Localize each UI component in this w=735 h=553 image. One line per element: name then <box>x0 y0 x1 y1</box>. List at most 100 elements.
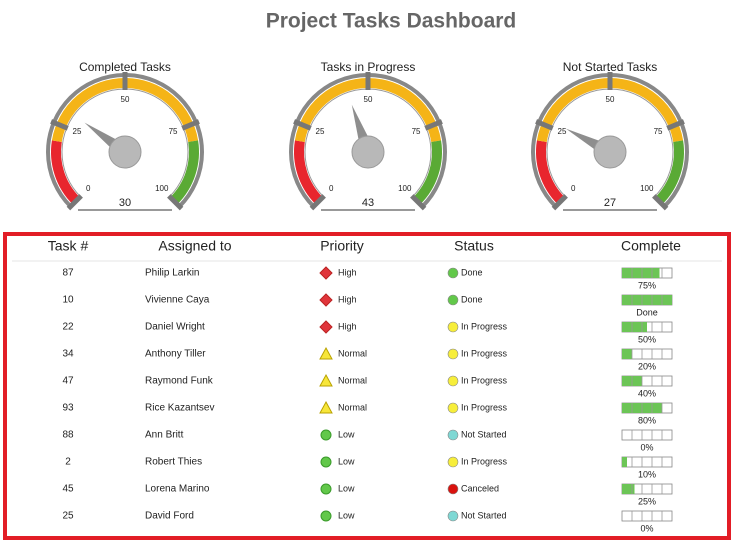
priority-icon <box>319 346 333 360</box>
status-icon <box>447 321 459 333</box>
column-header: Task # <box>48 238 89 254</box>
progress-track <box>621 429 673 441</box>
gauge-label: Tasks in Progress <box>321 60 416 74</box>
status: Not Started <box>461 429 507 439</box>
gauge-tick-label: 100 <box>155 184 169 193</box>
assignee: Philip Larkin <box>145 268 199 279</box>
gauge-tick-label: 0 <box>571 184 576 193</box>
gauge-tick <box>410 194 427 211</box>
gauge-tick-label: 100 <box>398 184 412 193</box>
priority: Low <box>338 510 355 520</box>
complete-label: 0% <box>640 442 653 452</box>
gauge-band <box>536 140 565 205</box>
status-icon <box>447 267 459 279</box>
task-number: 2 <box>65 457 71 468</box>
priority: Normal <box>338 375 367 385</box>
gauge-band <box>655 140 684 205</box>
gauge-tick <box>309 194 326 211</box>
complete-label: 20% <box>638 361 656 371</box>
assignee: Rice Kazantsev <box>145 403 214 414</box>
table-frame <box>3 232 731 540</box>
gauge-label: Completed Tasks <box>79 60 171 74</box>
priority-icon <box>319 400 333 414</box>
priority-icon <box>320 483 332 495</box>
gauge-tick <box>535 119 554 131</box>
gauge-tick <box>551 194 568 211</box>
task-number: 88 <box>62 430 74 441</box>
gauge-band <box>294 140 323 205</box>
status: Not Started <box>461 510 507 520</box>
assignee: David Ford <box>145 511 194 522</box>
task-number: 22 <box>62 322 74 333</box>
gauge-band <box>170 140 199 205</box>
column-header: Complete <box>621 238 681 254</box>
status: In Progress <box>461 402 508 412</box>
status: Done <box>461 267 483 277</box>
status-icon <box>447 429 459 441</box>
task-number: 25 <box>62 511 74 522</box>
complete-label: 80% <box>638 415 656 425</box>
gauge-hub <box>108 135 142 169</box>
column-header: Assigned to <box>158 238 231 254</box>
status: Canceled <box>461 483 499 493</box>
gauge-tick <box>50 119 69 131</box>
progress-fill <box>622 349 632 359</box>
gauge-hub <box>593 135 627 169</box>
gauge-tick-label: 0 <box>329 184 334 193</box>
gauge-tick <box>652 194 669 211</box>
gauge-value: 43 <box>362 197 374 209</box>
assignee: Raymond Funk <box>145 376 214 387</box>
complete-label: 50% <box>638 334 656 344</box>
gauge-tick-label: 100 <box>640 184 654 193</box>
complete-label: Done <box>636 307 658 317</box>
complete-label: 10% <box>638 469 656 479</box>
status: In Progress <box>461 375 508 385</box>
status: In Progress <box>461 348 508 358</box>
progress-fill <box>622 295 672 305</box>
progress-track <box>621 510 673 522</box>
gauge-tick-label: 25 <box>558 127 567 136</box>
progress-fill <box>622 457 627 467</box>
gauge-tick-label: 50 <box>121 95 130 104</box>
task-number: 10 <box>62 295 74 306</box>
gauge-tick-label: 25 <box>73 127 82 136</box>
status-icon <box>447 456 459 468</box>
gauge-band <box>413 140 442 205</box>
priority: Low <box>338 429 355 439</box>
title: Project Tasks Dashboard <box>266 10 517 33</box>
status: In Progress <box>461 456 508 466</box>
priority-icon <box>320 510 332 522</box>
assignee: Vivienne Caya <box>145 295 210 306</box>
complete-label: 0% <box>640 523 653 533</box>
gauge-tick-label: 25 <box>316 127 325 136</box>
priority: High <box>338 294 357 304</box>
assignee: Lorena Marino <box>145 484 210 495</box>
task-number: 87 <box>62 268 74 279</box>
status: Done <box>461 294 483 304</box>
gauge-tick-label: 50 <box>364 95 373 104</box>
task-number: 34 <box>62 349 74 360</box>
gauge-tick <box>66 194 83 211</box>
gauge-tick-label: 75 <box>412 127 421 136</box>
priority: High <box>338 321 357 331</box>
assignee: Ann Britt <box>145 430 184 441</box>
gauge-tick <box>424 119 443 131</box>
priority: High <box>338 267 357 277</box>
status-icon <box>447 483 459 495</box>
gauge-label: Not Started Tasks <box>563 60 658 74</box>
gauge-tick-label: 50 <box>606 95 615 104</box>
priority-icon <box>319 373 333 387</box>
priority: Normal <box>338 348 367 358</box>
progress-track <box>621 456 673 468</box>
gauge-tick <box>167 194 184 211</box>
assignee: Anthony Tiller <box>145 349 206 360</box>
column-header: Priority <box>320 238 364 254</box>
complete-label: 75% <box>638 280 656 290</box>
gauge-tick <box>666 119 685 131</box>
gauge-tick-label: 75 <box>654 127 663 136</box>
gauge-tick <box>293 119 312 131</box>
priority-icon <box>319 320 333 334</box>
gauge-value: 27 <box>604 197 616 209</box>
